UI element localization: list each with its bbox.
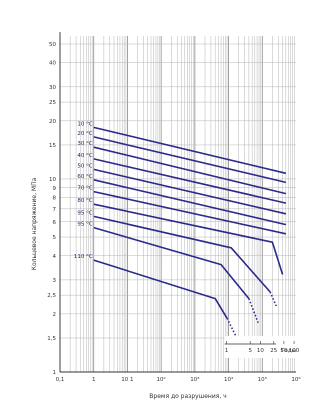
series-line — [93, 259, 228, 319]
series-line — [93, 190, 287, 235]
y-tick-label: 30 — [49, 85, 56, 91]
x-tick-label: 1 — [92, 377, 96, 383]
years-label: Годы — [281, 348, 296, 354]
y-tick-label: 40 — [49, 61, 56, 67]
series-label: 60 °C — [77, 174, 92, 180]
series-line — [93, 136, 287, 184]
series-label: 80 °C — [77, 198, 92, 204]
series-labels: 10 °C 20 °C 30 °C 40 °C 50 °C 60 °C 70 °C 80 °C… — [74, 121, 93, 260]
y-tick-label: 2 — [53, 312, 57, 318]
x-tick-label: 0,1 — [56, 377, 65, 383]
years-tick-label: 1 — [225, 348, 229, 354]
series-label: 95 °C — [77, 210, 92, 216]
series-line — [93, 179, 287, 226]
series-line — [93, 203, 284, 275]
x-tick-label: 10² — [157, 376, 166, 383]
series-label: 95 °C — [77, 222, 92, 228]
y-tick-label: 8 — [53, 196, 57, 202]
series-label: 10 °C — [77, 121, 92, 127]
y-tick-label: 1 — [53, 370, 57, 376]
y-tick-label: 10 — [49, 177, 56, 183]
y-tick-label: 1,5 — [47, 336, 56, 342]
y-tick-label: 15 — [49, 143, 56, 149]
series-label: 110 °C — [74, 254, 93, 260]
grid — [59, 36, 296, 373]
series-line — [93, 126, 287, 175]
x-tick-label: 10³ — [190, 376, 199, 383]
series-label: 40 °C — [77, 153, 92, 159]
years-box — [224, 336, 296, 358]
series-line — [93, 168, 287, 215]
series-label: 70 °C — [77, 186, 92, 192]
y-tick-label: 20 — [49, 119, 56, 125]
years-tick-label: 25 — [270, 348, 277, 354]
years-tick-label: 10 — [257, 348, 264, 354]
y-tick-label: 5 — [53, 235, 57, 241]
series-line — [93, 158, 287, 204]
y-tick-label: 6 — [53, 220, 57, 226]
y-tick-label: 25 — [49, 100, 56, 106]
series-lines — [93, 126, 287, 336]
y-tick-label: 7 — [53, 207, 57, 213]
y-tick-label: 4 — [53, 254, 57, 260]
y-tick-label: 3 — [53, 278, 57, 284]
years-tick-label: 5 — [248, 348, 252, 354]
series-line — [93, 146, 287, 195]
series-line-dashed — [248, 298, 259, 323]
series-line — [93, 215, 271, 293]
y-tick-label: 2,5 — [47, 293, 56, 299]
x-tick-label: 10⁵ — [258, 376, 267, 383]
series-label: 20 °C — [77, 131, 92, 137]
y-tick-label: 9 — [53, 186, 57, 192]
years-tick-label: 100 — [289, 348, 300, 354]
series-label: 30 °C — [77, 141, 92, 147]
y-tick-label: 50 — [49, 42, 56, 48]
years-tick-label: 50 — [280, 348, 287, 354]
x-tick-label: 10 1 — [121, 377, 133, 383]
series-label: 50 °C — [77, 163, 92, 169]
x-tick-label: 10⁴ — [224, 376, 234, 383]
series-line-dashed — [269, 291, 278, 307]
x-axis-label: Время до разрушения, ч — [149, 393, 226, 400]
y-axis-label: Кольцевое напряжение, МПа — [31, 177, 38, 270]
series-line — [93, 226, 250, 300]
x-tick-label: 10⁶ — [291, 376, 301, 383]
